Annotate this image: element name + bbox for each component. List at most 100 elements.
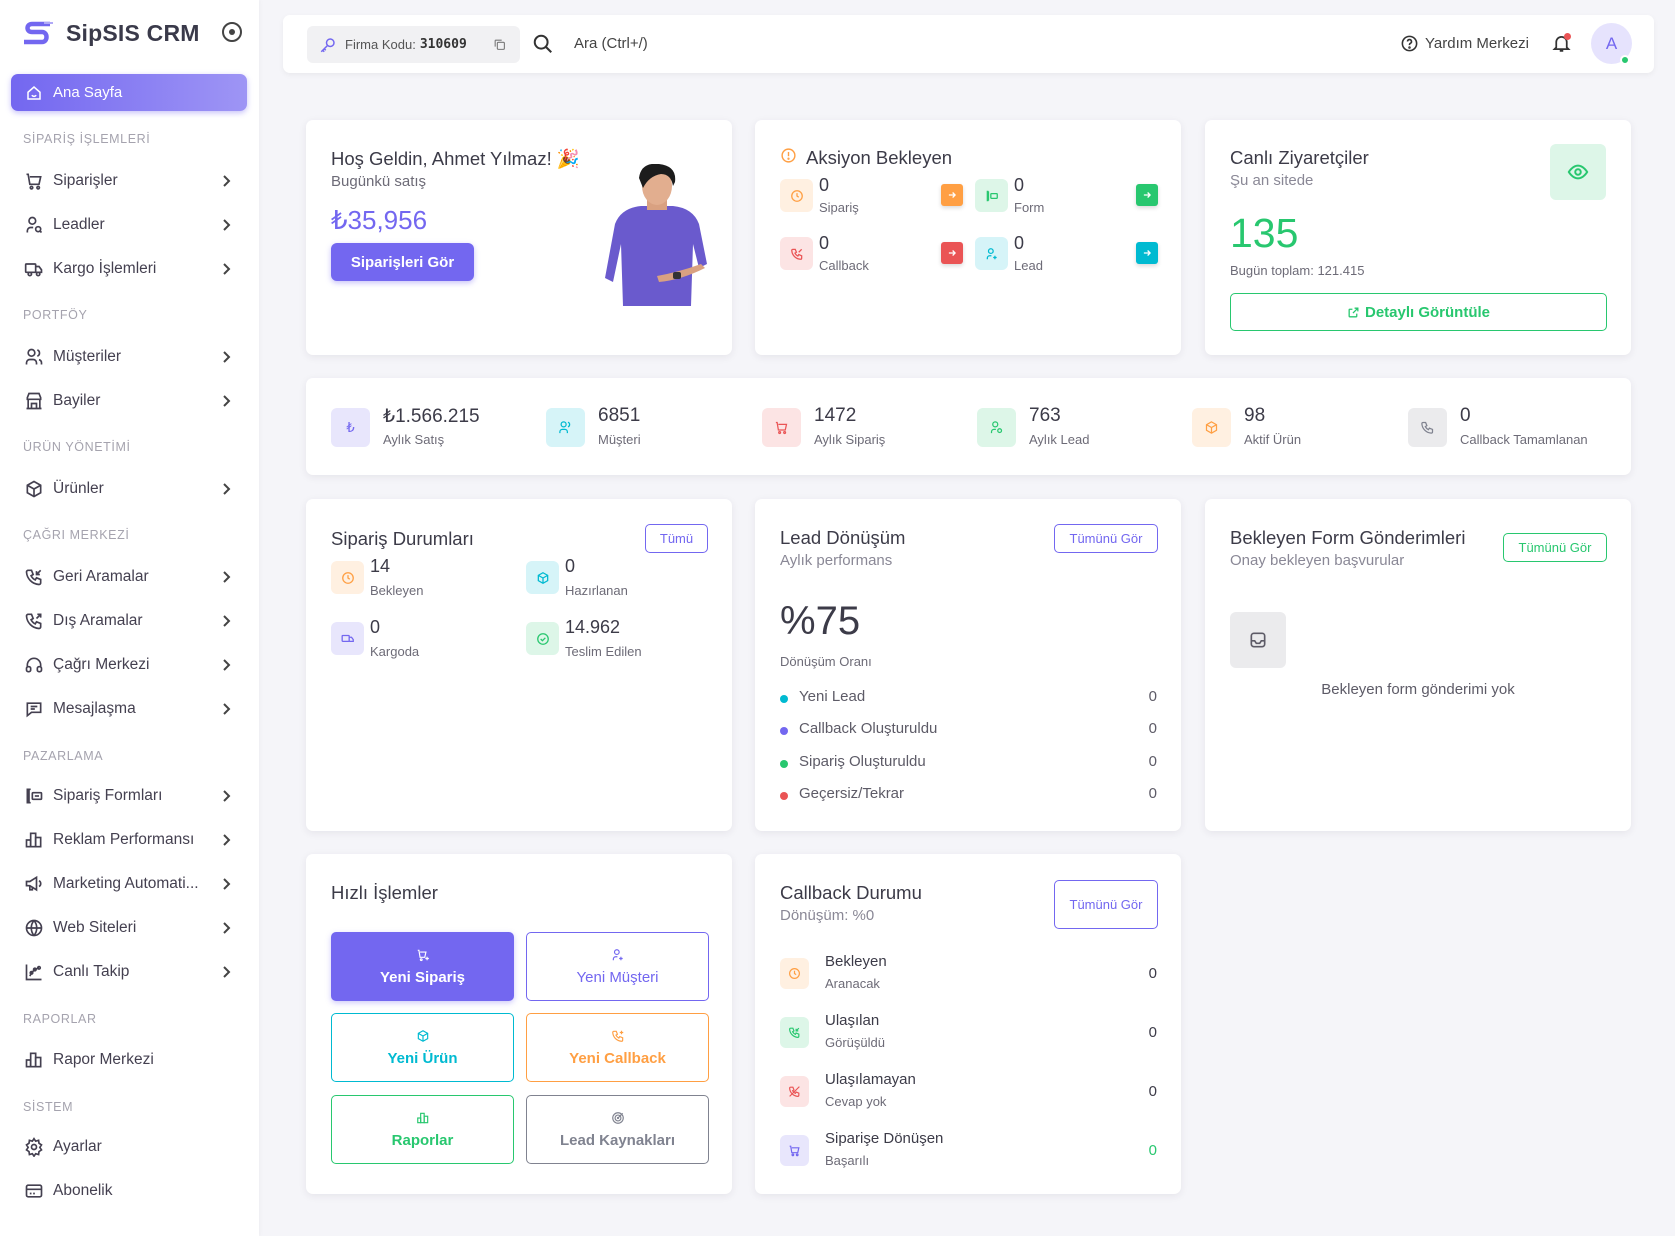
topbar: Firma Kodu: 310609 Ara (Ctrl+/) Yardım M… [283, 15, 1654, 73]
sidebar-item-urunler[interactable]: Ürünler [24, 474, 234, 504]
pending-forms-see-all-button[interactable]: Tümünü Gör [1503, 533, 1607, 562]
cart-plus-icon [417, 949, 429, 961]
conversion-rate: %75 [780, 599, 861, 643]
lead-stage-value: 0 [1148, 785, 1157, 802]
sidebar-item-label: Sipariş Formları [53, 787, 163, 804]
sidebar-item-reklam-performansi[interactable]: Reklam Performansı [24, 825, 234, 855]
new-callback-button[interactable]: Yeni Callback [526, 1013, 709, 1082]
sidebar-item-web-siteleri[interactable]: Web Siteleri [24, 913, 234, 943]
brand-name: SipSIS CRM [66, 19, 200, 46]
visitors-icon-box [1550, 144, 1606, 200]
sidebar-item-musteriler[interactable]: Müşteriler [24, 342, 234, 372]
pending-lead-icon-box [975, 237, 1008, 270]
lead-conversion-see-all-button[interactable]: Tümünü Gör [1054, 524, 1158, 553]
order-shipping-label: Kargoda [370, 644, 420, 659]
inbox-icon [1250, 632, 1266, 648]
stat-sales-value: ₺1.566.215 [383, 406, 480, 427]
pending-order-label: Sipariş [819, 200, 859, 215]
cart-icon [24, 171, 44, 191]
new-order-button[interactable]: Yeni Sipariş [331, 932, 514, 1001]
sidebar-item-mesajlasma[interactable]: Mesajlaşma [24, 694, 234, 724]
sidebar-item-dis-aramalar[interactable]: Dış Aramalar [24, 606, 234, 636]
sidebar-item-abonelik[interactable]: Abonelik [24, 1176, 234, 1206]
sidebar-item-siparisler[interactable]: Siparişler [24, 166, 234, 196]
sidebar-item-canli-takip[interactable]: Canlı Takip [24, 957, 234, 987]
sidebar-item-leadler[interactable]: Leadler [24, 210, 234, 240]
pending-callback-go-button[interactable] [941, 242, 963, 264]
sidebar-item-ayarlar[interactable]: Ayarlar [24, 1132, 234, 1162]
sidebar-item-marketing-automation[interactable]: Marketing Automati... [24, 869, 234, 899]
stat-sales-icon-box: ₺ [331, 408, 370, 447]
online-status-dot [1620, 55, 1630, 65]
callback-reached-icon-box [780, 1017, 809, 1048]
check-circle-icon [536, 632, 549, 645]
callback-status-see-all-button[interactable]: Tümünü Gör [1054, 880, 1158, 929]
view-details-button[interactable]: Detaylı Görüntüle [1230, 293, 1607, 331]
stat-sales-label: Aylık Satış [383, 432, 445, 447]
callback-status-subtitle: Dönüşüm: %0 [780, 907, 875, 924]
lead-stage-label: Sipariş Oluşturuldu [799, 753, 926, 770]
search-icon[interactable] [532, 33, 554, 55]
box-icon [537, 571, 548, 584]
callback-row-title: Siparişe Dönüşen [825, 1130, 944, 1147]
sidebar-item-cagri-merkezi[interactable]: Çağrı Merkezi [24, 650, 234, 680]
sidebar-item-kargo[interactable]: Kargo İşlemleri [24, 254, 234, 284]
notification-badge [1564, 33, 1571, 40]
visitors-today-total: Bugün toplam: 121.415 [1230, 263, 1365, 278]
order-status-all-button[interactable]: Tümü [645, 524, 708, 553]
lira-icon: ₺ [346, 419, 355, 435]
new-order-label: Yeni Sipariş [379, 968, 466, 986]
reports-button[interactable]: Raporlar [331, 1095, 514, 1164]
truck-icon [24, 259, 44, 279]
pending-callback-label: Callback [819, 258, 869, 273]
sidebar-item-label: Kargo İşlemleri [53, 260, 157, 277]
pending-form-go-button[interactable] [1136, 184, 1158, 206]
sidebar-item-bayiler[interactable]: Bayiler [24, 386, 234, 416]
order-preparing-value: 0 [565, 556, 576, 576]
new-customer-button[interactable]: Yeni Müşteri [526, 932, 709, 1001]
credit-card-icon [24, 1181, 44, 1201]
welcome-subtitle: Bugünkü satış [331, 173, 427, 190]
pending-order-go-button[interactable] [941, 184, 963, 206]
firma-code-chip: Firma Kodu: 310609 [307, 26, 520, 63]
sidebar-item-label: Web Siteleri [53, 919, 137, 936]
sidebar-item-ana-sayfa[interactable]: Ana Sayfa [11, 74, 247, 111]
sidebar-item-label: Çağrı Merkezi [53, 656, 150, 673]
brand[interactable]: SipSIS CRM [22, 18, 200, 48]
callback-row-value: 0 [1148, 1142, 1157, 1159]
sidebar-toggle-icon[interactable] [222, 22, 242, 42]
empty-state-message: Bekleyen form gönderimi yok [1321, 681, 1515, 698]
pending-order-value: 0 [819, 175, 830, 195]
callback-unreached-icon-box [780, 1076, 809, 1107]
lead-sources-button[interactable]: Lead Kaynakları [526, 1095, 709, 1164]
pending-lead-go-button[interactable] [1136, 242, 1158, 264]
search-input[interactable]: Ara (Ctrl+/) [574, 35, 648, 52]
new-product-button[interactable]: Yeni Ürün [331, 1013, 514, 1082]
chevron-right-icon [223, 878, 231, 890]
chevron-right-icon [223, 922, 231, 934]
sidebar-item-siparis-formlari[interactable]: Sipariş Formları [24, 781, 234, 811]
box-icon [1205, 421, 1218, 434]
cart-icon [775, 421, 788, 435]
stat-leads-label: Aylık Lead [1029, 432, 1090, 447]
sidebar: SipSIS CRM Ana Sayfa SİPARİŞ İŞLEMLERİ S… [0, 0, 259, 1236]
sidebar-item-label: Ayarlar [53, 1138, 102, 1155]
copy-icon[interactable] [493, 38, 506, 51]
chevron-right-icon [223, 790, 231, 802]
stat-orders-label: Aylık Sipariş [814, 432, 886, 447]
clock-icon [341, 571, 354, 584]
sidebar-item-rapor-merkezi[interactable]: Rapor Merkezi [24, 1045, 234, 1075]
legend-dot [780, 760, 788, 768]
order-shipping-value: 0 [370, 617, 381, 637]
sidebar-item-geri-aramalar[interactable]: Geri Aramalar [24, 562, 234, 592]
help-circle-icon [1401, 35, 1418, 52]
view-orders-button[interactable]: Siparişleri Gör [331, 243, 474, 281]
section-title: ÇAĞRI MERKEZİ [23, 528, 130, 542]
stat-leads-value: 763 [1029, 405, 1061, 426]
stat-orders-value: 1472 [814, 405, 857, 426]
sidebar-item-label: Leadler [53, 216, 105, 233]
chevron-right-icon [223, 966, 231, 978]
stat-customers-label: Müşteri [598, 432, 641, 447]
megaphone-icon [24, 874, 44, 894]
help-center-link[interactable]: Yardım Merkezi [1400, 34, 1529, 53]
